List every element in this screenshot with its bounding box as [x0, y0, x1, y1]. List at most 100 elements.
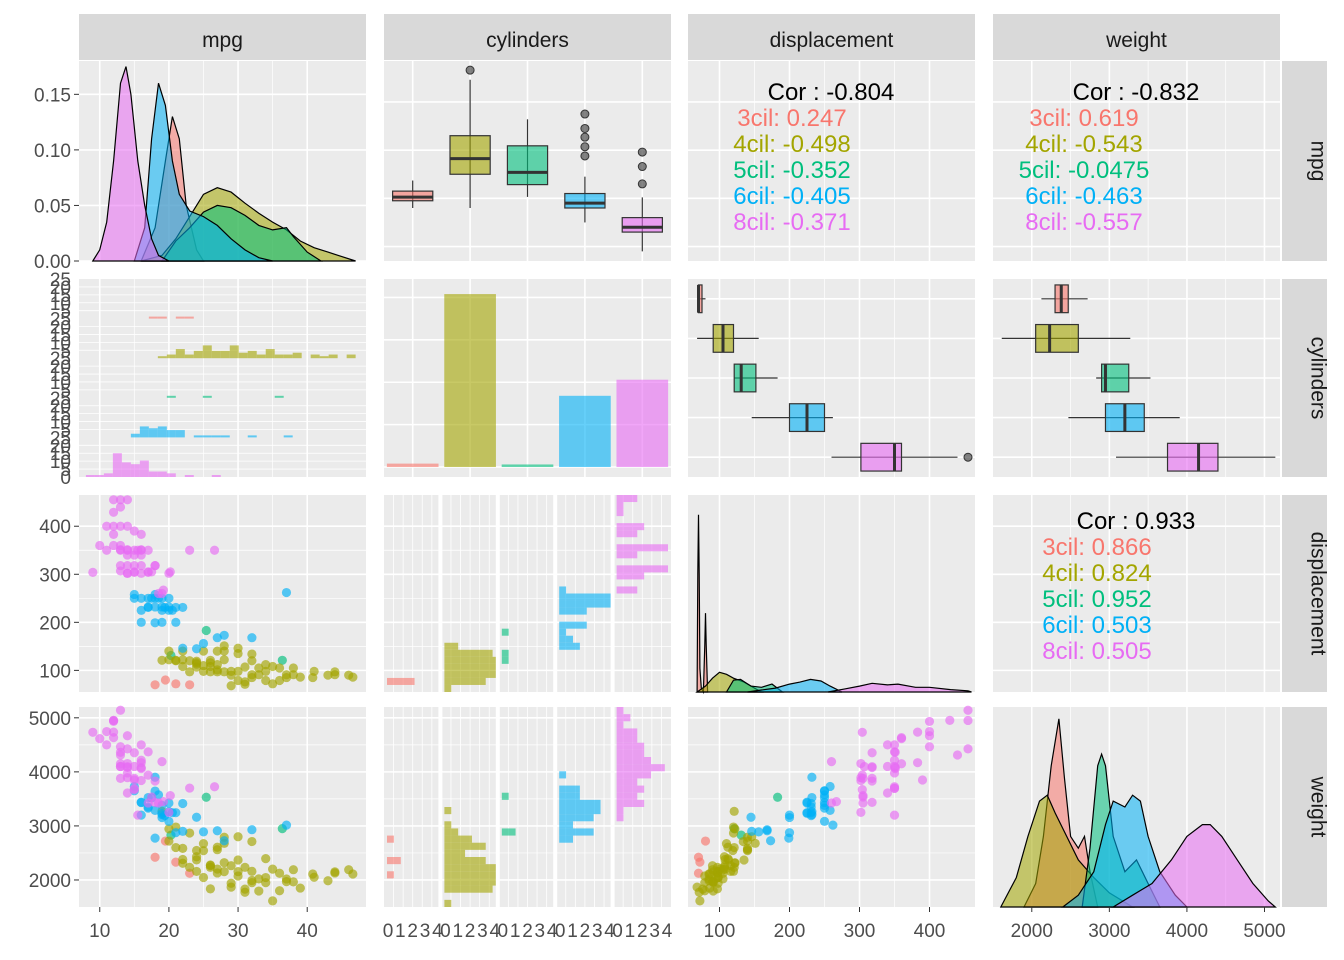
outlier-6cil — [580, 109, 590, 119]
scatter-point-6cil — [807, 772, 817, 782]
strip-label-displacement: displacement — [770, 29, 894, 52]
scatter-point-6cil — [153, 790, 164, 800]
x-tick-label: 2 — [580, 921, 591, 942]
scatter-point-8cil — [133, 810, 143, 820]
scatter-point-8cil — [826, 756, 837, 767]
histogram-bar-5cil — [501, 828, 516, 836]
histogram-bar-8cil — [616, 799, 645, 807]
x-tick-label: 200 — [774, 921, 806, 942]
histogram-bar-8cil — [121, 462, 131, 477]
density-curve-6cil — [747, 678, 843, 693]
scatter-point-6cil — [171, 617, 181, 627]
scatter-point-8cil — [115, 759, 126, 769]
histogram-bar-4cil — [265, 349, 275, 359]
histogram-bar-8cil — [130, 464, 140, 477]
histogram-bar-4cil — [220, 350, 230, 359]
scatter-point-8cil — [102, 521, 112, 531]
outlier-6cil — [580, 123, 590, 133]
scatter-point-4cil — [274, 675, 285, 686]
scatter-point-6cil — [212, 826, 222, 836]
histogram-bar-8cil — [616, 757, 652, 765]
scatter-point-8cil — [102, 545, 112, 555]
histogram-bar-8cil — [616, 572, 645, 580]
scatter-point-4cil — [198, 646, 209, 656]
scatter-point-3cil — [171, 857, 181, 867]
histogram-bar-8cil — [148, 471, 158, 477]
scatter-point-8cil — [129, 773, 139, 783]
outlier-8cil — [637, 162, 647, 172]
scatter-point-8cil — [122, 758, 133, 769]
y-tick-label: 10 — [50, 333, 71, 354]
scatter-point-4cil — [219, 858, 229, 868]
x-tick-label: 1 — [452, 921, 463, 942]
scatter-point-4cil — [730, 858, 740, 868]
scatter-point-4cil — [247, 649, 257, 659]
scatter-point-8cil — [150, 776, 160, 786]
scatter-point-8cil — [913, 758, 923, 768]
y-tick-label: 10 — [50, 452, 71, 473]
scatter-point-8cil — [108, 727, 119, 737]
box-5cil — [506, 145, 549, 186]
histogram-bar-4cil — [444, 864, 496, 872]
scatter-point-4cil — [185, 828, 195, 838]
scatter-point-6cil — [160, 602, 170, 613]
histogram-bar-4cil — [444, 677, 486, 685]
scatter-point-8cil — [136, 740, 146, 750]
scatter-point-4cil — [695, 896, 705, 906]
x-tick-label: 1 — [395, 921, 406, 942]
panel-2-3 — [993, 495, 1280, 692]
scatter-point-4cil — [205, 884, 215, 894]
scatter-point-6cil — [150, 833, 160, 843]
scatter-point-4cil — [185, 862, 195, 872]
scatter-point-4cil — [205, 661, 215, 672]
scatter-point-4cil — [171, 842, 181, 853]
scatter-point-4cil — [295, 672, 305, 682]
histogram-bar-8cil — [616, 707, 624, 715]
histogram-bar-4cil — [193, 350, 203, 359]
scatter-point-4cil — [219, 667, 229, 677]
box-4cil — [449, 135, 491, 175]
scatter-point-8cil — [924, 731, 935, 741]
scatter-point-4cil — [240, 662, 250, 672]
scatter-point-8cil — [165, 791, 175, 801]
histogram-bar-6cil — [202, 435, 212, 438]
scatter-point-4cil — [226, 878, 236, 888]
count-bar-5cil — [501, 464, 554, 467]
scatter-point-4cil — [274, 868, 285, 878]
histogram-bar-6cil — [559, 593, 611, 601]
scatter-point-4cil — [212, 842, 222, 852]
histogram-bar-4cil — [444, 642, 459, 650]
outlier-8cil — [637, 179, 647, 189]
scatter-point-6cil — [825, 781, 835, 792]
histogram-bar-4cil — [175, 349, 185, 359]
scatter-point-4cil — [730, 824, 740, 834]
histogram-bar-8cil — [616, 714, 631, 722]
histogram-bar-6cil — [193, 435, 203, 438]
histogram-bar-6cil — [559, 600, 611, 608]
correlation-5cil: 5cil: -0.352 — [733, 157, 850, 184]
histogram-bar-8cil — [616, 742, 645, 750]
scatter-point-4cil — [164, 836, 174, 846]
histogram-bar-8cil — [616, 509, 624, 517]
scatter-point-8cil — [143, 545, 153, 555]
x-tick-label: 4 — [490, 921, 501, 942]
scatter-point-4cil — [233, 666, 243, 676]
histogram-bar-6cil — [559, 621, 587, 629]
y-tick-label: 10 — [50, 294, 71, 315]
scatter-point-6cil — [754, 827, 764, 837]
correlation-6cil: 6cil: -0.463 — [1025, 183, 1142, 210]
scatter-point-6cil — [150, 805, 160, 815]
scatter-point-4cil — [157, 655, 167, 665]
scatter-point-3cil — [700, 836, 711, 846]
scatter-point-6cil — [198, 638, 209, 649]
scatter-point-6cil — [219, 630, 229, 640]
scatter-point-4cil — [219, 866, 229, 877]
correlation-5cil: 5cil: 0.952 — [1042, 586, 1151, 613]
histogram-bar-8cil — [616, 785, 645, 793]
x-tick-label: 3 — [420, 921, 431, 942]
scatter-point-8cil — [108, 529, 119, 540]
histogram-bar-4cil — [444, 656, 496, 664]
strip-right-mpg — [1282, 61, 1327, 261]
scatter-point-4cil — [191, 656, 202, 666]
scatter-point-6cil — [143, 602, 153, 613]
